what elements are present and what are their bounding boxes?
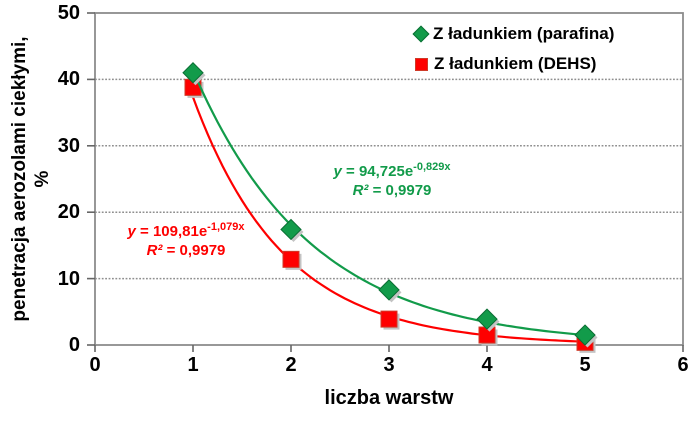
x-tick-label: 6 — [677, 354, 689, 376]
x-tick-label: 0 — [89, 354, 101, 376]
data-point-diamond — [378, 279, 400, 301]
r2-body: = 0,9979 — [162, 242, 226, 259]
x-tick-label: 4 — [481, 354, 493, 376]
trendline-equation-parafina: y = 94,725e-0,829x R² = 0,9979 — [282, 158, 502, 200]
diamond-marker-icon — [412, 25, 430, 43]
equation-body: = 109,81e — [135, 223, 208, 240]
r2-body: = 0,9979 — [368, 182, 432, 199]
x-tick-label: 5 — [579, 354, 591, 376]
y-tick-label: 10 — [57, 267, 80, 290]
legend-label-dehs: Z ładunkiem (DEHS) — [434, 54, 597, 73]
equation-exponent: -1,079x — [207, 221, 245, 233]
data-point-square — [380, 310, 398, 328]
r2-line-parafina: R² = 0,9979 — [282, 181, 502, 200]
x-tick-label: 1 — [187, 354, 199, 376]
square-marker-icon — [415, 57, 428, 71]
y-tick-label: 0 — [68, 334, 80, 356]
x-axis-title: liczba warstw — [324, 387, 454, 409]
equation-exponent: -0,829x — [413, 161, 451, 173]
r2-var: R² — [352, 182, 369, 199]
y-tick-label: 30 — [57, 134, 80, 157]
x-tick-label: 2 — [285, 354, 297, 376]
y-tick-label: 20 — [57, 201, 80, 224]
equation-line-dehs: y = 109,81e-1,079x — [76, 218, 296, 241]
legend-item-dehs: Z ładunkiem (DEHS) — [413, 51, 614, 77]
equation-line-parafina: y = 94,725e-0,829x — [282, 158, 502, 181]
data-point-diamond — [476, 308, 498, 330]
r2-line-dehs: R² = 0,9979 — [76, 241, 296, 260]
y-tick-label: 50 — [57, 2, 80, 24]
legend-label-parafina: Z ładunkiem (parafina) — [433, 24, 615, 43]
y-tick-label: 40 — [57, 68, 80, 91]
data-point-diamond — [280, 218, 302, 241]
data-point-square — [282, 250, 300, 268]
equation-body: = 94,725e — [341, 163, 414, 180]
equation-var: y — [333, 163, 342, 180]
y-axis-title-line1: penetracja aerozolami ciekłymi, — [9, 36, 30, 322]
r2-var: R² — [146, 242, 163, 259]
x-tick-label: 3 — [383, 354, 395, 376]
legend: Z ładunkiem (parafina) Z ładunkiem (DEHS… — [412, 21, 615, 81]
trendline-equation-dehs: y = 109,81e-1,079x R² = 0,9979 — [76, 218, 296, 260]
legend-item-parafina: Z ładunkiem (parafina) — [412, 21, 615, 47]
data-point-diamond — [182, 62, 204, 84]
equation-var: y — [127, 223, 136, 240]
data-point-diamond — [574, 324, 596, 346]
